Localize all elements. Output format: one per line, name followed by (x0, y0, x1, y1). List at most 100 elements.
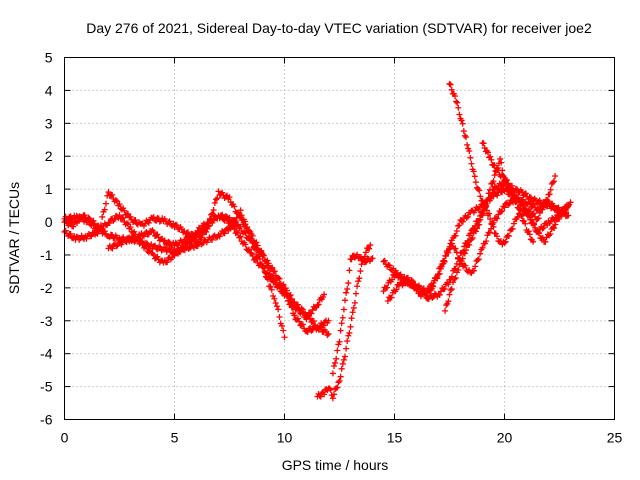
data-point (261, 258, 268, 265)
grid-lines (64, 57, 615, 420)
data-point (447, 81, 454, 88)
data-point (453, 227, 460, 234)
data-point (189, 233, 196, 240)
data-point (347, 323, 354, 330)
data-point (269, 273, 276, 280)
data-point (366, 245, 373, 252)
data-point (150, 251, 157, 258)
data-point (563, 209, 570, 216)
data-point (501, 239, 508, 246)
y-tick-label: 5 (45, 50, 53, 66)
data-point (510, 220, 517, 227)
data-point (494, 215, 501, 222)
data-point (510, 192, 517, 199)
data-point (231, 226, 238, 233)
data-point (315, 301, 322, 308)
data-point (362, 249, 369, 256)
data-point (441, 257, 448, 264)
data-point (452, 245, 459, 252)
data-point (446, 246, 453, 253)
data-point (113, 243, 120, 250)
data-point (518, 212, 525, 219)
data-point (517, 207, 524, 214)
data-point (476, 187, 483, 194)
data-point (559, 206, 566, 213)
y-tick-label: 3 (45, 115, 53, 131)
data-point (487, 216, 494, 223)
data-point (271, 268, 278, 275)
data-point (536, 209, 543, 216)
data-point (555, 204, 562, 211)
data-point (501, 204, 508, 211)
series-trace-f (329, 251, 376, 377)
data-point (452, 232, 459, 239)
data-point (361, 259, 368, 266)
data-point (332, 359, 339, 366)
data-point (479, 244, 486, 251)
data-point (539, 225, 546, 232)
data-point (222, 215, 229, 222)
data-point (339, 314, 346, 321)
data-point (445, 298, 452, 305)
data-point (438, 263, 445, 270)
x-tick-label: 0 (61, 430, 69, 446)
data-point (354, 283, 361, 290)
data-point (475, 256, 482, 263)
data-point (388, 294, 395, 301)
data-point (329, 395, 336, 402)
data-point (519, 200, 526, 207)
data-point (343, 289, 350, 296)
data-point (228, 223, 235, 230)
data-point (335, 379, 342, 386)
data-point (86, 215, 93, 222)
data-point (304, 329, 311, 336)
data-point (329, 370, 336, 377)
data-point (278, 322, 285, 329)
data-point (494, 233, 501, 240)
data-point (498, 159, 505, 166)
data-point (338, 365, 345, 372)
data-point (349, 309, 356, 316)
data-point (453, 98, 460, 105)
data-point (384, 284, 391, 291)
data-point (526, 231, 533, 238)
data-point (294, 304, 301, 311)
data-point (530, 238, 537, 245)
y-tick-label: -4 (40, 346, 53, 362)
data-point (471, 173, 478, 180)
data-point (285, 297, 292, 304)
data-point (461, 243, 468, 250)
data-point (466, 241, 473, 248)
data-point (333, 355, 340, 362)
data-point (463, 247, 469, 254)
data-point (480, 140, 487, 147)
data-point (499, 207, 506, 214)
data-point (209, 236, 216, 243)
series-trace-d (105, 207, 288, 341)
data-point (472, 179, 479, 186)
data-point (469, 234, 476, 241)
data-point (273, 303, 280, 310)
data-point (433, 274, 440, 281)
series-trace-b (61, 212, 328, 323)
data-point (276, 314, 283, 321)
data-point (556, 215, 563, 222)
data-point (490, 223, 497, 230)
x-tick-label: 5 (171, 430, 179, 446)
data-point (445, 281, 452, 288)
data-point (369, 255, 376, 262)
data-point (425, 295, 432, 302)
data-point (346, 329, 353, 336)
data-point (547, 230, 554, 237)
data-point (448, 86, 455, 93)
data-point (96, 226, 103, 233)
data-point (143, 239, 150, 246)
data-point (520, 218, 527, 225)
data-point (334, 347, 341, 354)
data-point (357, 268, 364, 275)
data-point (209, 210, 216, 217)
data-point (505, 232, 512, 239)
data-point (211, 199, 218, 206)
data-point (453, 249, 460, 256)
data-point (392, 270, 399, 277)
